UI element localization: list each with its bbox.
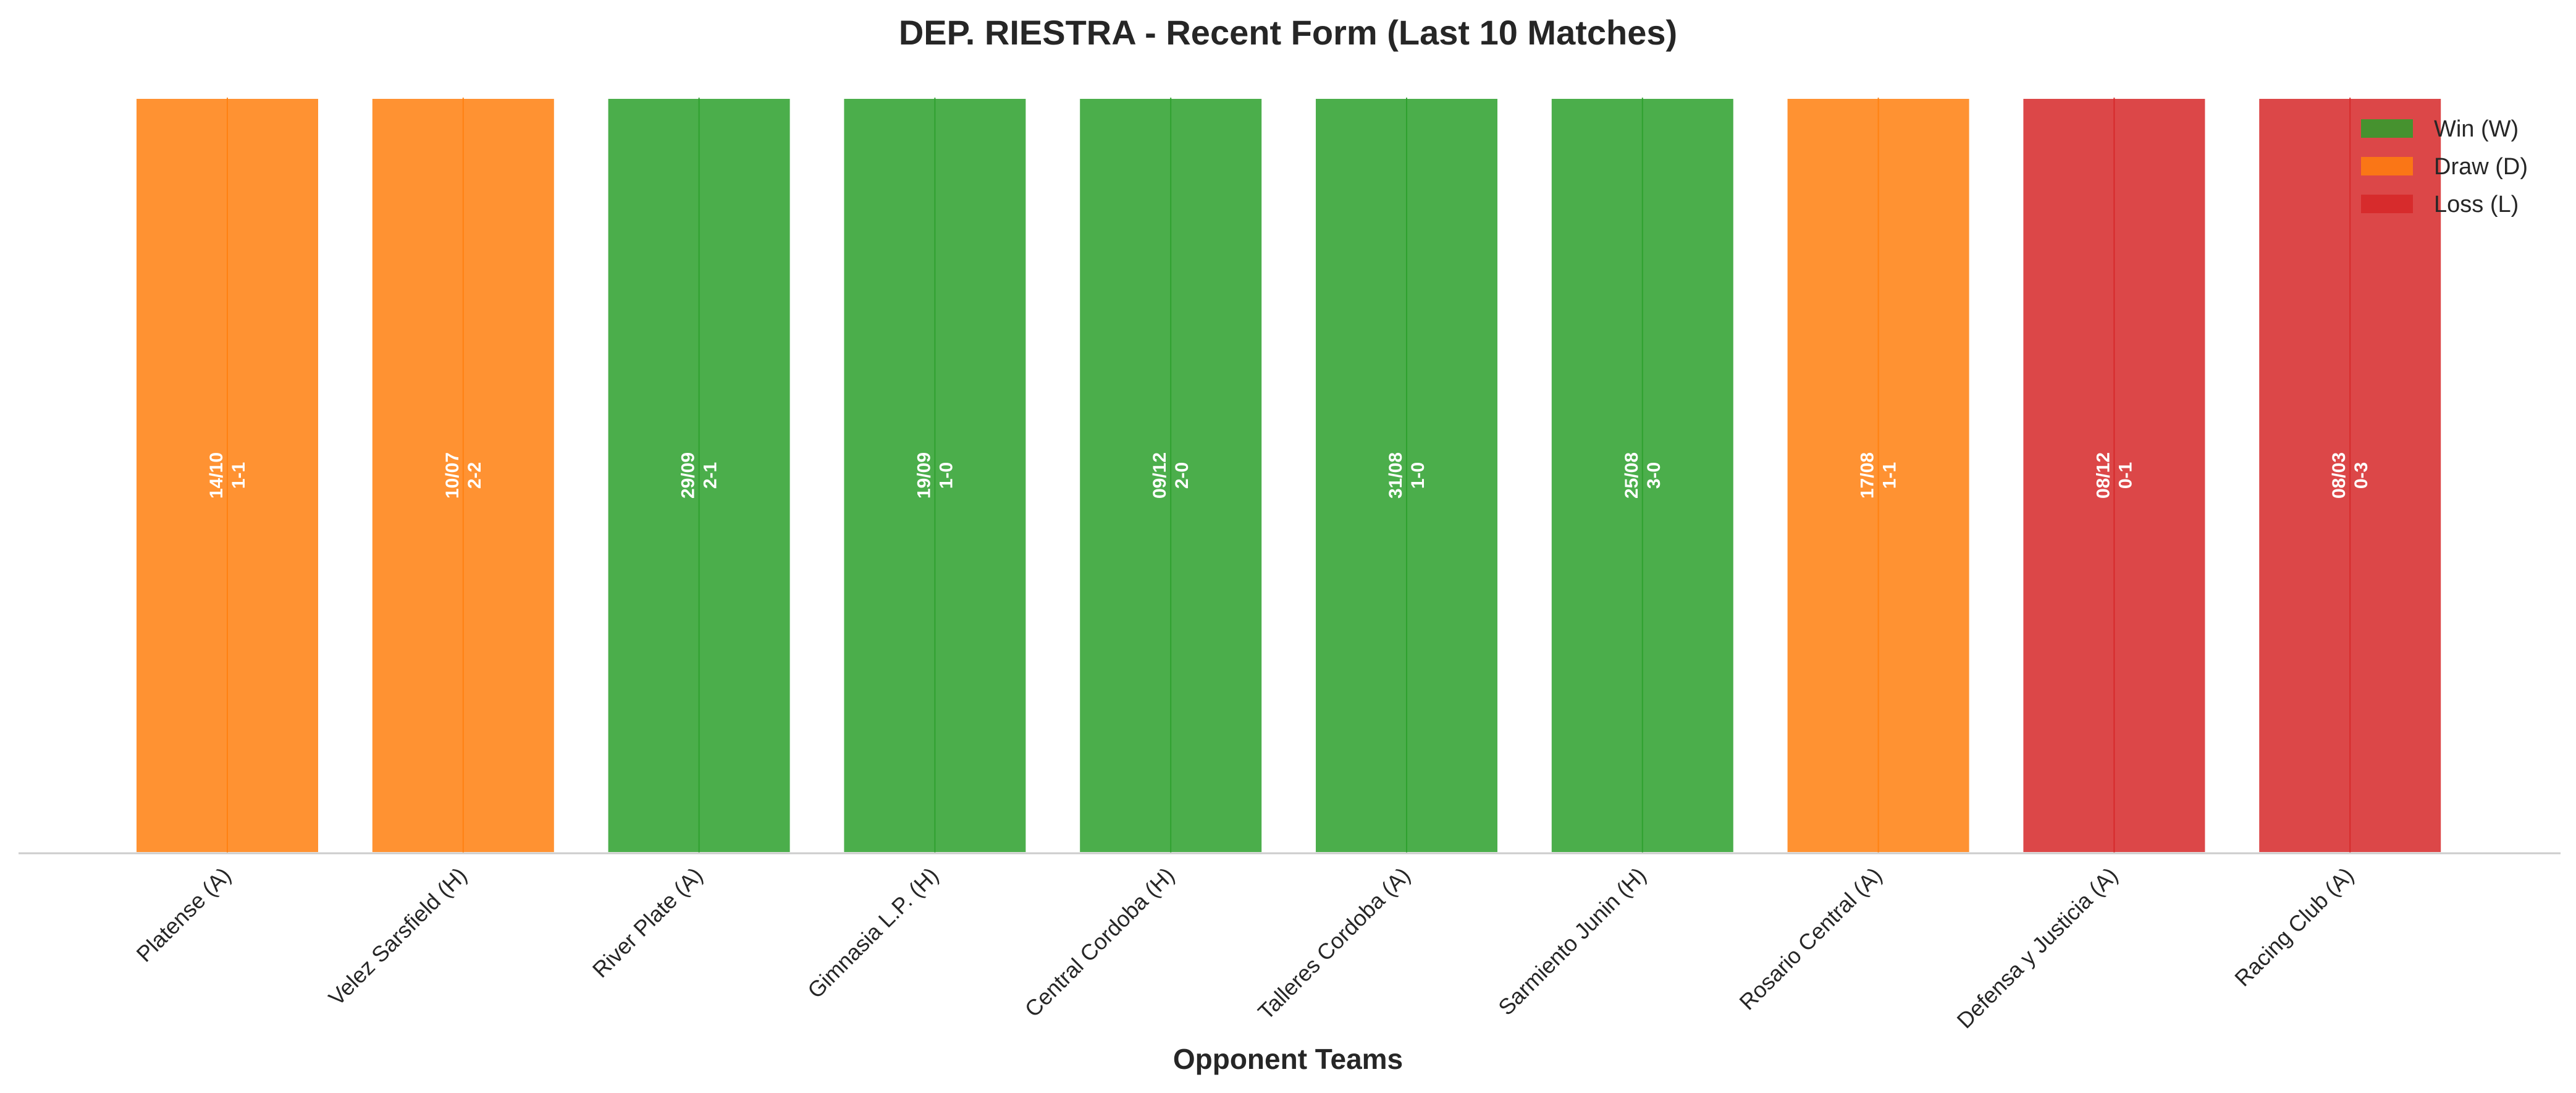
bar-score-label: 2-1 <box>701 462 721 489</box>
bar-labels-layer: 14/10 1-1 10/07 2-2 29/09 2-1 19/09 1-0 09/12 2-0… <box>206 452 2372 499</box>
bar-label-9: 08/12 0-1 <box>2093 452 2136 499</box>
bar-score-label: 0-3 <box>2351 462 2372 489</box>
bar-label-2: 10/07 2-2 <box>442 452 485 499</box>
bar-label-1: 14/10 1-1 <box>206 452 249 499</box>
bar-score-label: 1-1 <box>229 462 249 489</box>
bar-score-label: 1-0 <box>936 462 956 489</box>
bar-score-label: 2-0 <box>1172 462 1192 489</box>
bar-label-4: 19/09 1-0 <box>914 452 956 499</box>
bar-date-label: 08/03 <box>2329 452 2349 499</box>
bar-date-label: 25/08 <box>1622 452 1642 499</box>
legend-swatch-w <box>2361 119 2413 138</box>
x-tick-label: Velez Sarsfield (H) <box>324 863 472 1011</box>
bar-date-label: 08/12 <box>2093 452 2113 499</box>
chart-title: DEP. RIESTRA - Recent Form (Last 10 Matc… <box>899 13 1677 52</box>
bar-score-label: 0-1 <box>2115 462 2136 489</box>
bar-date-label: 14/10 <box>206 452 227 499</box>
x-tick-label: Sarmiento Junin (H) <box>1493 863 1651 1020</box>
x-tick-label: Racing Club (A) <box>2229 863 2359 992</box>
bar-label-3: 29/09 2-1 <box>678 452 721 499</box>
bar-date-label: 10/07 <box>442 452 463 499</box>
legend-swatch-l <box>2361 195 2413 213</box>
legend-label-d: Draw (D) <box>2434 154 2528 180</box>
x-tick-label: Central Cordoba (H) <box>1020 863 1179 1022</box>
bar-label-10: 08/03 0-3 <box>2329 452 2372 499</box>
bar-date-label: 29/09 <box>678 452 699 499</box>
bar-label-8: 17/08 1-1 <box>1858 452 1900 499</box>
x-tick-label: Rosario Central (A) <box>1734 863 1887 1015</box>
bar-label-7: 25/08 3-0 <box>1622 452 1664 499</box>
bar-score-label: 2-2 <box>465 462 485 489</box>
x-tick-label: Defensa y Justicia (A) <box>1951 863 2123 1034</box>
bar-date-label: 31/08 <box>1386 452 1406 499</box>
bars-layer <box>134 96 2444 855</box>
x-tick-label: River Plate (A) <box>587 863 707 982</box>
x-tick-label: Gimnasia L.P. (H) <box>802 863 943 1003</box>
bar-score-label: 3-0 <box>1644 462 1664 489</box>
bar-score-label: 1-0 <box>1408 462 1428 489</box>
legend-label-l: Loss (L) <box>2434 192 2519 217</box>
x-tick-label: Talleres Cordoba (A) <box>1253 863 1415 1024</box>
bar-date-label: 17/08 <box>1858 452 1878 499</box>
legend-swatch-d <box>2361 157 2413 175</box>
x-axis-label: Opponent Teams <box>1173 1043 1403 1075</box>
legend-label-w: Win (W) <box>2434 116 2519 142</box>
x-tick-labels: Platense (A) Velez Sarsfield (H) River Pla… <box>132 863 2359 1034</box>
bar-label-6: 31/08 1-0 <box>1386 452 1428 499</box>
bar-date-label: 19/09 <box>914 452 934 499</box>
bar-score-label: 1-1 <box>1880 462 1900 489</box>
bar-date-label: 09/12 <box>1150 452 1170 499</box>
legend: Win (W) Draw (D) Loss (L) <box>2361 116 2528 217</box>
x-tick-label: Platense (A) <box>132 863 236 967</box>
bar-label-5: 09/12 2-0 <box>1150 452 1192 499</box>
